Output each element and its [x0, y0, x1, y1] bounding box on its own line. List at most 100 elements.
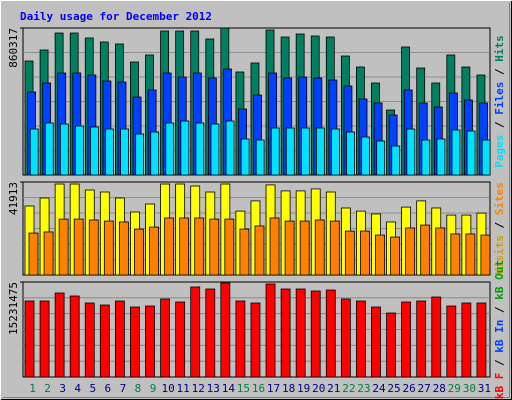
bar — [284, 220, 295, 276]
bar — [165, 122, 175, 176]
bar — [74, 125, 84, 176]
bar — [446, 305, 457, 378]
x-tick-label: 14 — [222, 382, 236, 395]
bar — [150, 131, 160, 176]
bar — [285, 127, 295, 176]
legend-entry: kB In — [493, 320, 506, 353]
bar — [451, 129, 461, 176]
x-tick-label: 16 — [252, 382, 265, 395]
y-tick-label: 41913 — [7, 182, 20, 215]
bar — [461, 302, 472, 378]
bar — [314, 219, 325, 276]
legend-entry: Visits — [493, 235, 506, 275]
bar — [450, 233, 461, 276]
bar — [224, 218, 235, 276]
bar — [480, 234, 491, 276]
legend-separator: / — [493, 215, 506, 235]
bar — [405, 227, 416, 276]
x-tick-label: 17 — [267, 382, 280, 395]
legend-entry: kB F — [493, 373, 506, 400]
x-tick-label: 10 — [161, 382, 174, 395]
bar — [280, 288, 291, 378]
bar — [375, 234, 385, 276]
bar — [250, 302, 261, 378]
bar — [295, 288, 306, 378]
legend-entry: Files — [493, 82, 506, 115]
bar — [205, 288, 216, 378]
bar — [431, 296, 442, 378]
bar — [465, 233, 476, 276]
bar — [28, 232, 39, 276]
bar — [194, 217, 205, 276]
x-tick-label: 25 — [387, 382, 400, 395]
bar — [356, 300, 366, 378]
bar — [103, 220, 114, 276]
bar — [316, 127, 325, 176]
bar — [340, 298, 351, 378]
bar — [416, 300, 427, 378]
bar — [118, 221, 129, 276]
bar — [421, 139, 431, 176]
x-tick-label: 12 — [192, 382, 205, 395]
bar — [54, 292, 65, 378]
bar — [269, 217, 280, 276]
legend-entry: Hits — [493, 35, 506, 62]
x-tick-label: 27 — [418, 382, 431, 395]
bar — [255, 139, 265, 176]
bar — [84, 302, 95, 378]
bar — [160, 298, 170, 378]
bar — [134, 228, 144, 276]
bar — [164, 217, 174, 276]
legend-entry: Pages — [493, 135, 506, 168]
bar — [435, 227, 446, 276]
bar — [69, 295, 80, 378]
bar — [386, 312, 396, 378]
bar — [299, 220, 310, 276]
bar — [225, 120, 235, 176]
bar — [329, 220, 340, 276]
x-tick-label: 31 — [478, 382, 491, 395]
y-tick-label: 15231475 — [7, 282, 20, 335]
x-tick-label: 30 — [463, 382, 476, 395]
bar — [235, 300, 246, 378]
bar — [270, 127, 280, 176]
bar — [360, 230, 370, 276]
bar — [300, 127, 310, 176]
x-tick-label: 9 — [150, 382, 157, 395]
x-tick-label: 3 — [59, 382, 66, 395]
bar — [130, 306, 140, 378]
x-tick-label: 19 — [297, 382, 310, 395]
bar — [240, 138, 250, 176]
bar — [73, 218, 84, 276]
x-tick-label: 24 — [372, 382, 386, 395]
bar — [149, 226, 159, 276]
chart-title: Daily usage for December 2012 — [20, 10, 212, 23]
bar — [114, 300, 125, 378]
bar — [239, 228, 250, 276]
legend: Pages / Files / Hits — [493, 35, 506, 168]
bar — [466, 130, 476, 176]
x-tick-label: 22 — [342, 382, 355, 395]
x-tick-label: 23 — [357, 382, 370, 395]
bar — [391, 145, 401, 176]
bar — [39, 300, 50, 378]
bar — [310, 290, 321, 378]
bar — [105, 128, 114, 176]
bar — [376, 140, 386, 176]
bar — [175, 301, 186, 378]
x-tick-label: 6 — [105, 382, 112, 395]
bar — [180, 120, 190, 176]
y-tick-label: 860317 — [7, 28, 20, 68]
bar — [210, 123, 220, 176]
bar — [361, 136, 371, 176]
bar — [135, 133, 145, 176]
bar — [476, 302, 487, 378]
bar — [24, 300, 35, 378]
x-tick-label: 11 — [177, 382, 190, 395]
x-tick-label: 28 — [433, 382, 446, 395]
bar — [371, 306, 381, 378]
